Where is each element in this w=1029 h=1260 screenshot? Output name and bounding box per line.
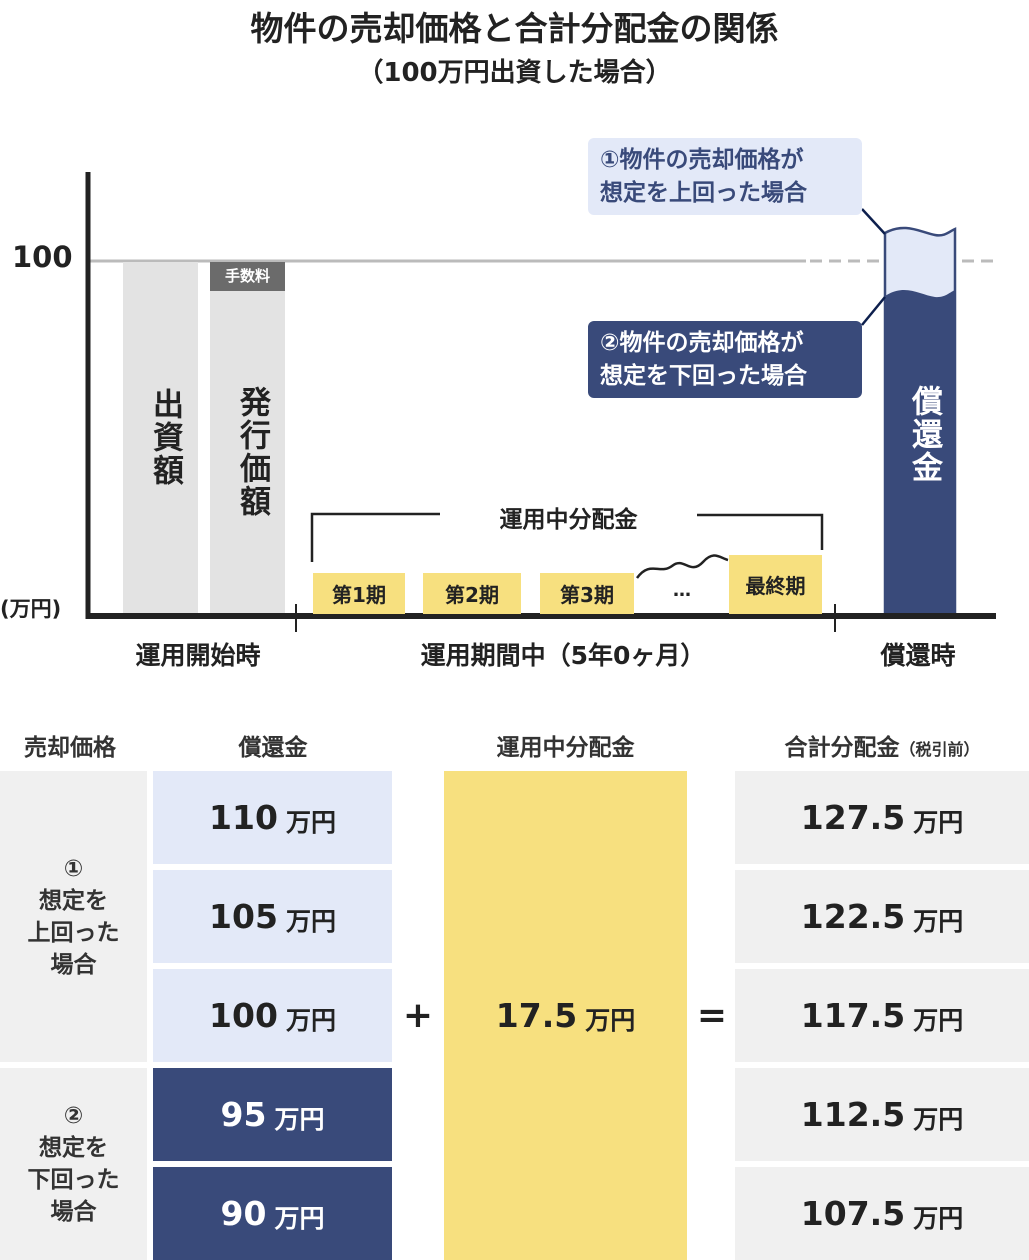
title: 物件の売却価格と合計分配金の関係: [250, 9, 779, 48]
redemption-bar-lower: [885, 290, 955, 616]
total-cell: 122.5 万円: [735, 870, 1029, 963]
issue-price-bar: 手数料 発行価額: [210, 262, 285, 613]
group-below-mark: ②: [63, 1103, 84, 1129]
redemption-unit: 万円: [285, 906, 336, 936]
header-total: 合計分配金（税引前）: [735, 728, 1029, 762]
group-below-line2: 下回った: [27, 1167, 120, 1193]
chart-lines: [85, 172, 996, 632]
callout-above-line1: ①物件の売却価格が: [600, 147, 804, 173]
redemption-value: 105: [209, 897, 278, 936]
redemption-cell: 110 万円: [153, 771, 392, 864]
header-distribution: 運用中分配金: [496, 735, 635, 761]
redemption-value: 95: [220, 1095, 267, 1134]
total-cell: 127.5 万円: [735, 771, 1029, 864]
bracket-left: [310, 512, 440, 562]
plus-sign: +: [402, 995, 434, 1036]
callout-above-line2: 想定を上回った場合: [600, 180, 807, 206]
total-value: 117.5: [800, 996, 906, 1035]
redemption-cell: 95 万円: [153, 1068, 392, 1161]
phase-redemption: 償還時: [880, 641, 956, 670]
callout-below-line1: ②物件の売却価格が: [600, 330, 804, 356]
issue-price-label: 発行価額: [234, 386, 270, 518]
total-unit: 万円: [913, 1005, 964, 1035]
redemption-unit: 万円: [285, 807, 336, 837]
header-total-label: 合計分配金: [784, 735, 900, 761]
group-above-line1: 想定を: [39, 887, 108, 914]
investment-label: 出資額: [147, 388, 183, 487]
total-cell: 107.5 万円: [735, 1167, 1029, 1260]
investment-bar: 出資額: [123, 262, 198, 613]
redemption-unit: 万円: [274, 1104, 325, 1134]
distribution-label: 運用中分配金: [499, 507, 638, 533]
group-above-line3: 場合: [50, 951, 97, 978]
total-cell: 112.5 万円: [735, 1068, 1029, 1161]
callout-line-1: [861, 208, 886, 235]
total-cell: 117.5 万円: [735, 969, 1029, 1062]
phase-operation: 運用期間中（5年0ヶ月）: [420, 641, 706, 670]
redemption-cell: 100 万円: [153, 969, 392, 1062]
group-below-line3: 場合: [50, 1199, 97, 1225]
total-value: 122.5: [800, 897, 906, 936]
redemption-value: 100: [209, 996, 278, 1035]
wavy-line: [635, 554, 729, 579]
subtitle: （100万円出資した場合）: [357, 58, 672, 88]
callout-above: ①物件の売却価格が 想定を上回った場合: [588, 138, 862, 215]
group-above-line2: 上回った: [27, 919, 120, 946]
total-unit: 万円: [913, 1104, 964, 1134]
group-above: ① 想定を 上回った 場合: [0, 771, 147, 1062]
total-value: 127.5: [800, 798, 906, 837]
redemption-value: 90: [220, 1194, 267, 1233]
period-3: 第3期: [540, 573, 634, 614]
total-unit: 万円: [913, 807, 964, 837]
distribution-value: 17.5: [495, 996, 578, 1035]
y-axis-unit: (万円): [0, 597, 62, 621]
group-below-line1: 想定を: [39, 1135, 108, 1161]
redemption-cell: 105 万円: [153, 870, 392, 963]
redemption-unit: 万円: [285, 1005, 336, 1035]
equals-sign: =: [696, 995, 728, 1036]
callout-below-line2: 想定を下回った場合: [600, 363, 807, 389]
group-below: ② 想定を 下回った 場合: [0, 1068, 147, 1260]
period-2: 第2期: [423, 573, 521, 614]
group-above-mark: ①: [63, 855, 84, 882]
redemption-cell: 90 万円: [153, 1167, 392, 1260]
bracket-right: [697, 513, 824, 550]
distribution-unit: 万円: [585, 1005, 636, 1035]
total-unit: 万円: [913, 906, 964, 936]
period-ellipsis: …: [673, 580, 691, 601]
header-sale-price: 売却価格: [24, 735, 116, 761]
redemption-label: 償還金: [906, 385, 942, 484]
period-1: 第1期: [313, 573, 405, 614]
total-value: 107.5: [800, 1194, 906, 1233]
total-unit: 万円: [913, 1203, 964, 1233]
redemption-unit: 万円: [274, 1203, 325, 1233]
header-redemption: 償還金: [238, 735, 308, 761]
header-total-note: （税引前）: [899, 740, 980, 759]
phase-start: 運用開始時: [135, 641, 261, 670]
distribution-cell: 17.5 万円: [444, 771, 687, 1260]
callout-line-2: [861, 296, 886, 326]
total-value: 112.5: [800, 1095, 906, 1134]
period-final: 最終期: [729, 555, 822, 614]
y-tick-100: 100: [12, 240, 73, 274]
fee-label: 手数料: [210, 262, 285, 291]
redemption-value: 110: [209, 798, 278, 837]
callout-below: ②物件の売却価格が 想定を下回った場合: [588, 321, 862, 398]
